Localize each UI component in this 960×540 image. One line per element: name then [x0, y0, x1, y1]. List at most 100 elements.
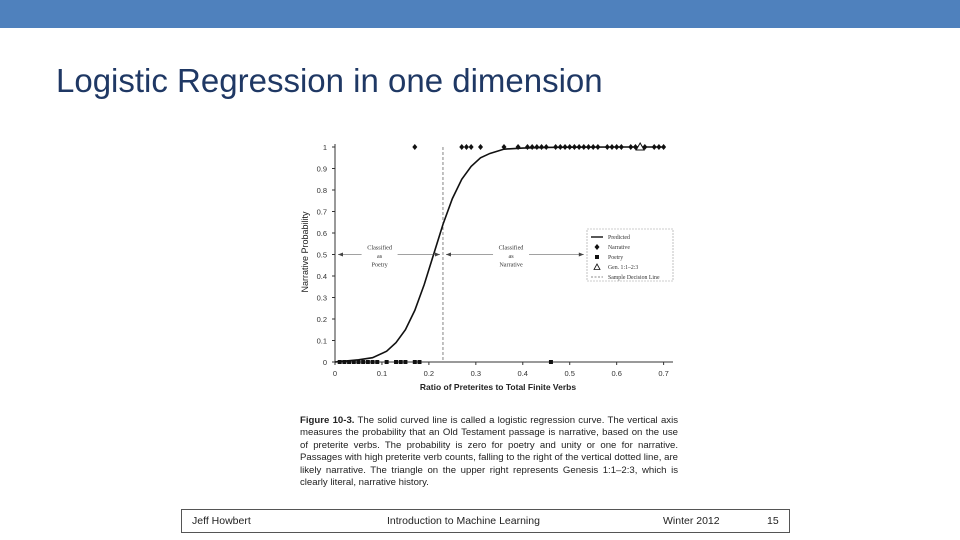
poetry-point — [342, 360, 347, 364]
y-tick-label: 0.1 — [317, 337, 327, 346]
x-axis-label: Ratio of Preterites to Total Finite Verb… — [420, 382, 576, 392]
legend-label: Predicted — [608, 235, 630, 241]
logistic-regression-figure: 0 0.1 0.2 0.3 0.4 0.5 0.6 0.7 0.8 0.9 1 0 0.1 0.2 0.3 0… — [290, 132, 690, 392]
narrative-arrowhead-left — [445, 252, 451, 257]
annotation-bg — [361, 242, 398, 271]
chart-marks — [334, 141, 667, 364]
y-tick-label: 0.2 — [317, 315, 327, 324]
footer-course: Introduction to Machine Learning — [387, 515, 540, 527]
legend-diamond-symbol — [594, 244, 600, 250]
narrative-point — [618, 144, 624, 150]
footer-term: Winter 2012 — [663, 515, 720, 527]
narrative-point — [468, 144, 474, 150]
poetry-point — [417, 360, 422, 364]
logistic-regression-chart: 0 0.1 0.2 0.3 0.4 0.5 0.6 0.7 0.8 0.9 1 0 0.1 0.2 0.3 0… — [300, 141, 674, 392]
poetry-point — [375, 360, 380, 364]
y-tick-label: 0.5 — [317, 251, 327, 260]
narrative-point — [604, 144, 610, 150]
narrative-point — [609, 144, 615, 150]
narrative-point — [571, 144, 577, 150]
narrative-point — [459, 144, 465, 150]
chart-axes: 0 0.1 0.2 0.3 0.4 0.5 0.6 0.7 0.8 0.9 1 0 0.1 0.2 0.3 0… — [317, 143, 673, 378]
x-tick-label: 0.7 — [658, 369, 668, 378]
narrative-point — [595, 144, 601, 150]
legend-label: Sample Decision Line — [608, 275, 660, 281]
poetry-point — [337, 360, 342, 364]
x-tick-label: 0.4 — [518, 369, 528, 378]
poetry-arrowhead-right — [434, 252, 440, 257]
narrative-point — [543, 144, 549, 150]
narrative-point — [590, 144, 596, 150]
narrative-point — [534, 144, 540, 150]
narrative-point — [529, 144, 535, 150]
caption-label: Figure 10-3. — [300, 415, 355, 426]
legend-label: Gen. 1:1–2:3 — [608, 265, 638, 271]
poetry-point — [347, 360, 352, 364]
annotation-text: Classified — [499, 245, 525, 252]
narrative-point — [539, 144, 545, 150]
narrative-point — [567, 144, 573, 150]
x-tick-label: 0.1 — [377, 369, 387, 378]
poetry-point — [365, 360, 370, 364]
annotation-text: Classified — [367, 245, 393, 252]
poetry-point — [412, 360, 417, 364]
x-tick-label: 0 — [333, 369, 337, 378]
slide-footer: Jeff Howbert Introduction to Machine Lea… — [181, 509, 790, 533]
narrative-point — [661, 144, 667, 150]
footer-page: 15 — [767, 515, 779, 527]
poetry-point — [361, 360, 366, 364]
y-tick-label: 0.4 — [317, 272, 327, 281]
narrative-point — [463, 144, 469, 150]
top-accent-bar — [0, 0, 960, 28]
poetry-point — [351, 360, 356, 364]
narrative-point — [562, 144, 568, 150]
legend-label: Narrative — [608, 245, 630, 251]
chart-legend: Predicted Narrative Poetry Gen. 1:1–2:3 Samp… — [586, 228, 674, 282]
annotation-bg — [493, 242, 530, 271]
x-tick-label: 0.3 — [471, 369, 481, 378]
caption-text: The solid curved line is called a logist… — [300, 415, 679, 489]
x-tick-label: 0.5 — [565, 369, 575, 378]
legend-triangle-symbol — [593, 263, 601, 270]
y-tick-label: 0 — [323, 358, 327, 367]
poetry-point — [384, 360, 389, 364]
narrative-point — [501, 144, 507, 150]
figure-caption: Figure 10-3. The solid curved line is ca… — [300, 415, 678, 489]
narrative-point — [412, 144, 418, 150]
annotation-text: as — [377, 253, 383, 260]
footer-author: Jeff Howbert — [192, 515, 251, 527]
narrative-point — [651, 144, 657, 150]
legend-label: Poetry — [608, 255, 623, 261]
narrative-point — [656, 144, 662, 150]
narrative-point — [581, 144, 587, 150]
x-tick-label: 0.2 — [424, 369, 434, 378]
narrative-point — [614, 144, 620, 150]
poetry-point — [403, 360, 408, 364]
y-tick-label: 0.3 — [317, 294, 327, 303]
narrative-point — [515, 144, 521, 150]
poetry-point — [370, 360, 375, 364]
y-axis-label: Narrative Probability — [300, 211, 310, 293]
narrative-point — [553, 144, 559, 150]
x-tick-label: 0.6 — [611, 369, 621, 378]
narrative-point — [576, 144, 582, 150]
y-tick-label: 0.9 — [317, 165, 327, 174]
poetry-point — [394, 360, 399, 364]
narrative-point — [557, 144, 563, 150]
y-tick-label: 0.6 — [317, 229, 327, 238]
poetry-point — [398, 360, 403, 364]
annotation-text: Poetry — [372, 262, 389, 269]
annotation-text: Narrative — [499, 262, 523, 269]
narrative-point — [628, 144, 634, 150]
narrative-point — [524, 144, 530, 150]
poetry-arrowhead-left — [338, 252, 343, 257]
slide-title: Logistic Regression in one dimension — [56, 62, 603, 99]
poetry-point — [356, 360, 361, 364]
narrative-point — [478, 144, 484, 150]
annotation-text: as — [508, 253, 514, 260]
legend-square-symbol — [595, 255, 599, 259]
y-tick-label: 0.7 — [317, 208, 327, 217]
